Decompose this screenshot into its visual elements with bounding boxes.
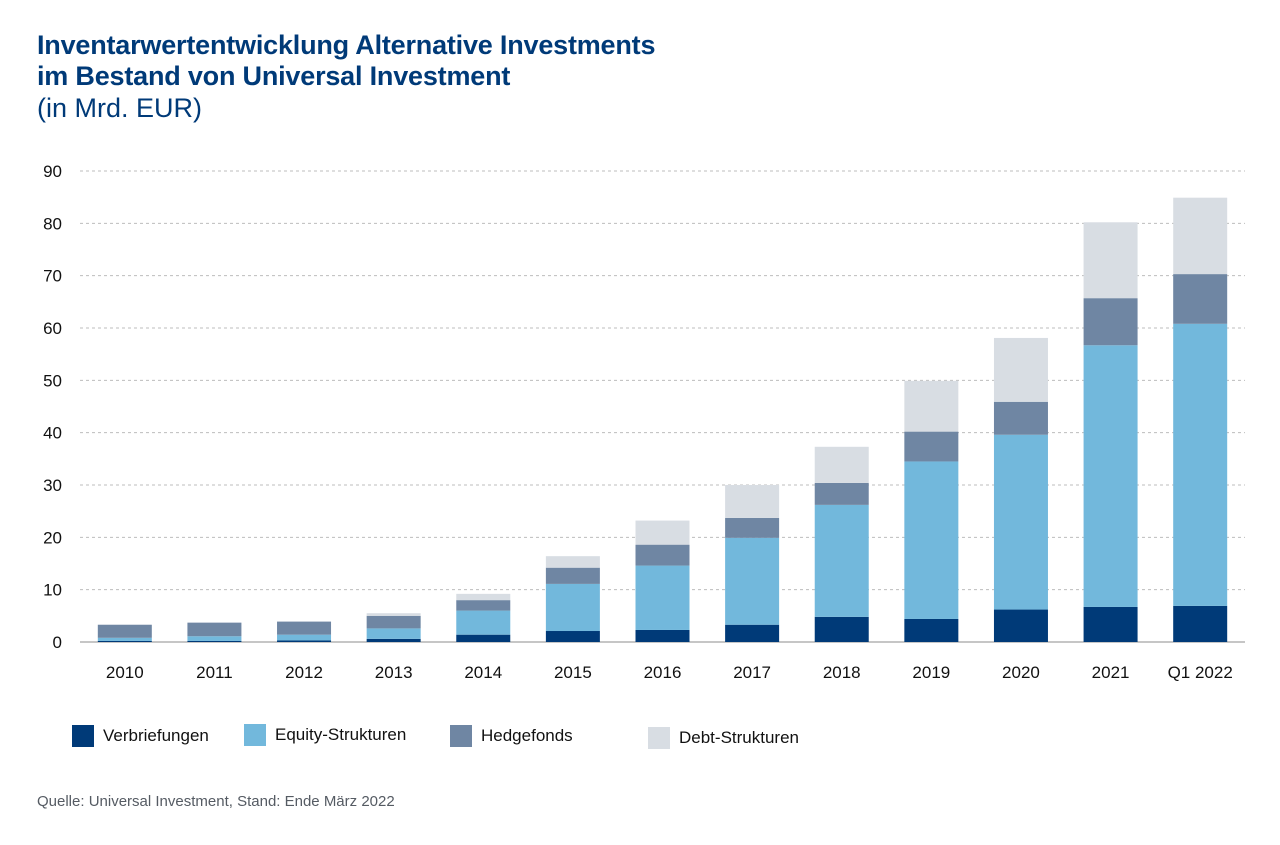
legend-label-equity-strukturen: Equity-Strukturen xyxy=(275,725,407,744)
bar-verbriefungen-2015 xyxy=(545,631,600,642)
bar-equity-strukturen-2018 xyxy=(814,504,869,617)
bar-equity-strukturen-2011 xyxy=(187,636,242,641)
legend-item-hedgefonds: Hedgefonds xyxy=(450,725,573,747)
y-tick-label-50: 50 xyxy=(43,371,62,390)
bar-debt-strukturen-2020 xyxy=(993,337,1048,402)
bar-verbriefungen-2020 xyxy=(993,609,1048,642)
bar-verbriefungen-2011 xyxy=(187,640,242,642)
legend-item-verbriefungen: Verbriefungen xyxy=(72,725,209,747)
legend-item-debt-strukturen: Debt-Strukturen xyxy=(648,727,799,749)
bar-verbriefungen-2010 xyxy=(97,640,152,642)
bar-debt-strukturen-2014 xyxy=(456,593,511,601)
x-tick-label-2018: 2018 xyxy=(823,663,861,682)
legend-swatch-debt-strukturen xyxy=(648,727,670,749)
legend-swatch-hedgefonds xyxy=(450,725,472,747)
bar-equity-strukturen-q1-2022 xyxy=(1173,323,1228,606)
chart-title-line-2: im Bestand von Universal Investment xyxy=(37,61,511,91)
y-tick-label-60: 60 xyxy=(43,319,62,338)
bar-verbriefungen-2017 xyxy=(725,624,780,642)
bar-hedgefonds-2021 xyxy=(1083,298,1138,346)
bar-equity-strukturen-2019 xyxy=(904,461,959,619)
legend-item-equity-strukturen: Equity-Strukturen xyxy=(244,724,406,746)
bar-debt-strukturen-2019 xyxy=(904,380,959,432)
y-tick-label-70: 70 xyxy=(43,267,62,286)
bar-equity-strukturen-2020 xyxy=(993,434,1048,610)
bar-hedgefonds-2010 xyxy=(97,624,152,638)
x-tick-label-2019: 2019 xyxy=(912,663,950,682)
bar-hedgefonds-2015 xyxy=(545,567,600,584)
bar-equity-strukturen-2012 xyxy=(277,634,332,641)
bar-hedgefonds-2012 xyxy=(277,621,332,635)
bar-debt-strukturen-2013 xyxy=(366,613,421,616)
bar-verbriefungen-2019 xyxy=(904,618,959,642)
x-tick-label-2014: 2014 xyxy=(464,663,502,682)
x-tick-label-2017: 2017 xyxy=(733,663,771,682)
bar-debt-strukturen-2018 xyxy=(814,446,869,483)
legend-label-debt-strukturen: Debt-Strukturen xyxy=(679,728,799,747)
x-tick-label-2015: 2015 xyxy=(554,663,592,682)
bar-debt-strukturen-2015 xyxy=(545,556,600,568)
bar-hedgefonds-2016 xyxy=(635,544,690,566)
bar-equity-strukturen-2017 xyxy=(725,537,780,625)
y-tick-label-20: 20 xyxy=(43,528,62,547)
y-tick-label-90: 90 xyxy=(43,162,62,181)
bar-debt-strukturen-q1-2022 xyxy=(1173,197,1228,275)
chart-title-line-1: Inventarwertentwicklung Alternative Inve… xyxy=(37,30,656,60)
source-note: Quelle: Universal Investment, Stand: End… xyxy=(37,793,395,810)
x-tick-label-2021: 2021 xyxy=(1092,663,1130,682)
bar-debt-strukturen-2017 xyxy=(725,485,780,518)
legend-swatch-verbriefungen xyxy=(72,725,94,747)
legend-swatch-equity-strukturen xyxy=(244,724,266,746)
bar-verbriefungen-2012 xyxy=(277,640,332,642)
chart-title-block: Inventarwertentwicklung Alternative Inve… xyxy=(37,30,655,124)
bar-hedgefonds-2018 xyxy=(814,482,869,505)
bar-equity-strukturen-2016 xyxy=(635,565,690,630)
bar-verbriefungen-2014 xyxy=(456,634,511,642)
bar-hedgefonds-2020 xyxy=(993,401,1048,435)
x-tick-label-2012: 2012 xyxy=(285,663,323,682)
legend-label-verbriefungen: Verbriefungen xyxy=(103,726,209,745)
bar-verbriefungen-q1-2022 xyxy=(1173,605,1228,642)
y-tick-label-10: 10 xyxy=(43,581,62,600)
bar-equity-strukturen-2015 xyxy=(545,583,600,632)
legend-label-hedgefonds: Hedgefonds xyxy=(481,726,573,745)
bar-equity-strukturen-2013 xyxy=(366,628,421,639)
x-tick-label-q1-2022: Q1 2022 xyxy=(1168,663,1233,682)
bar-hedgefonds-2013 xyxy=(366,615,421,629)
x-tick-label-2013: 2013 xyxy=(375,663,413,682)
chart-subtitle: (in Mrd. EUR) xyxy=(37,93,203,123)
bar-hedgefonds-2014 xyxy=(456,600,511,611)
bar-verbriefungen-2021 xyxy=(1083,606,1138,642)
bar-verbriefungen-2018 xyxy=(814,616,869,642)
y-tick-label-80: 80 xyxy=(43,214,62,233)
x-tick-label-2011: 2011 xyxy=(196,663,233,682)
x-tick-label-2016: 2016 xyxy=(644,663,682,682)
bar-debt-strukturen-2021 xyxy=(1083,222,1138,299)
bar-hedgefonds-2019 xyxy=(904,431,959,462)
bar-equity-strukturen-2021 xyxy=(1083,345,1138,607)
y-tick-label-40: 40 xyxy=(43,424,62,443)
y-tick-label-0: 0 xyxy=(53,633,62,652)
stacked-bar-chart: 0 10 20 30 40 50 60 70 80 90 2010 2011 2012 2013 2014 2… xyxy=(43,162,1245,682)
y-tick-label-30: 30 xyxy=(43,476,62,495)
x-tick-label-2020: 2020 xyxy=(1002,663,1040,682)
bar-verbriefungen-2013 xyxy=(366,638,421,642)
bar-equity-strukturen-2010 xyxy=(97,637,152,641)
bar-hedgefonds-q1-2022 xyxy=(1173,274,1228,324)
x-tick-label-2010: 2010 xyxy=(106,663,144,682)
bar-equity-strukturen-2014 xyxy=(456,610,511,635)
bar-hedgefonds-2017 xyxy=(725,517,780,538)
bar-hedgefonds-2011 xyxy=(187,622,242,637)
bar-verbriefungen-2016 xyxy=(635,629,690,642)
bar-debt-strukturen-2016 xyxy=(635,520,690,545)
